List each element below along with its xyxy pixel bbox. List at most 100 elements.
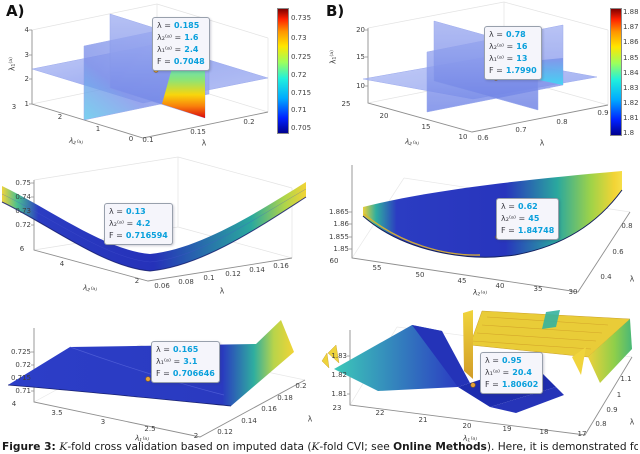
z-axis-label: λ₁⁽ᵃ⁾ [7, 56, 17, 72]
datatip-value: 1.7990 [505, 66, 537, 75]
y-tick-label: 30 [568, 288, 578, 296]
x-tick-label: 0.9 [606, 406, 618, 414]
y-tick-label: 2 [57, 113, 63, 121]
colorbar-tick-label: 1.8 [623, 129, 635, 137]
datatip-value: 4.2 [136, 219, 151, 228]
datatip-value: 2.4 [184, 45, 199, 54]
datatip-value: 0.62 [517, 202, 538, 211]
datatip-value: 45 [528, 214, 540, 223]
y-tick-label: 19 [502, 425, 512, 433]
datatip-label: λ₂⁽ᵃ⁾ = [109, 219, 134, 228]
y-tick-label: 25 [341, 100, 351, 108]
x-axis-label: λ [307, 414, 313, 424]
y-tick-label: 4 [11, 400, 17, 408]
x-tick-label: 0.2 [295, 382, 307, 390]
x-tick-label: 0.1 [142, 136, 154, 144]
datatip-value: 1.84748 [517, 226, 555, 235]
y-tick-label: 50 [415, 271, 425, 279]
y-tick-label: 2 [134, 277, 140, 285]
datatip: λ = 0.62 λ₂⁽ᵃ⁾ = 45 F = 1.84748 [496, 198, 560, 240]
plot-b-top: 20 15 10 25 20 15 10 0.6 0.7 0.8 0.9 λ₁⁽… [320, 0, 640, 150]
datatip-value: 20.4 [512, 368, 532, 377]
y-tick-label: 23 [332, 404, 342, 412]
z-tick-label: 15 [356, 53, 365, 61]
colorbar-tick-label: 1.85 [623, 54, 639, 62]
x-tick-label: 0.12 [217, 428, 233, 436]
datatip-label: F = [157, 57, 171, 66]
caption-segment: -fold CVI; see [319, 441, 394, 453]
datatip: λ = 0.95 λ₁⁽ᵃ⁾ = 20.4 F = 1.80602 [480, 352, 544, 394]
y-tick-label: 55 [372, 264, 382, 272]
datatip-value: 3.1 [183, 357, 198, 366]
x-tick-label: 0.6 [477, 134, 489, 142]
x-tick-label: 0.14 [241, 417, 257, 425]
x-tick-label: 0.9 [597, 109, 609, 117]
datatip: λ = 0.78 λ₂⁽ᵃ⁾ = 16 λ₁⁽ᵃ⁾ = 13 F = 1.7990 [484, 26, 542, 80]
colorbar-tick-label: 0.73 [291, 34, 307, 42]
z-axis-label: λ₁⁽ᵃ⁾ [328, 49, 338, 65]
caption-segment: Online Methods [393, 441, 487, 453]
y-tick-label: 0 [128, 135, 134, 143]
datatip: λ = 0.13 λ₂⁽ᵃ⁾ = 4.2 F = 0.716594 [104, 203, 173, 245]
x-tick-label: 0.8 [556, 118, 568, 126]
datatip-label: λ = [157, 21, 171, 30]
x-tick-label: 0.8 [621, 222, 633, 230]
x-tick-label: 0.16 [273, 262, 289, 270]
caption-segment: K [59, 441, 68, 453]
panel-a-label: A) [6, 2, 25, 20]
y-tick-label: 3.5 [51, 409, 63, 417]
plot-a-bottom: 0.725 0.72 0.715 0.71 4 3.5 3 2.5 2 0.12… [0, 295, 320, 445]
y-tick-label: 22 [375, 409, 385, 417]
y-tick-label: 40 [495, 282, 505, 290]
z-tick-label: 0.72 [15, 361, 31, 369]
x-tick-label: 0.14 [249, 266, 265, 274]
datatip-label: F = [109, 231, 123, 240]
x-tick-label: 0.8 [595, 420, 607, 428]
z-tick-label: 20 [356, 26, 365, 34]
surface-plot-canvas [349, 165, 631, 293]
x-axis-label: λ [629, 417, 635, 427]
y-tick-label: 6 [19, 245, 25, 253]
datatip-value: 1.80602 [501, 380, 539, 389]
plot-b-bottom: 1.83 1.82 1.81 23 22 21 20 19 18 17 0.8 … [320, 295, 640, 445]
optimum-marker [470, 382, 476, 388]
colorbar-tick-label: 1.86 [623, 38, 639, 46]
caption-segment: Figure 3: [2, 441, 60, 453]
cv-surface [2, 182, 306, 271]
z-tick-label: 0.71 [15, 387, 31, 395]
datatip-value: 0.706646 [172, 369, 215, 378]
z-tick-label: 3 [24, 51, 29, 59]
z-tick-label: 10 [356, 82, 365, 90]
cv-surface [363, 171, 622, 258]
z-tick-label: 0.75 [15, 179, 31, 187]
colorbar-tick-label: 1.82 [623, 99, 639, 107]
datatip-label: λ₂⁽ᵃ⁾ = [501, 214, 526, 223]
z-tick-label: 1.83 [331, 352, 347, 360]
z-tick-label: 0.73 [15, 207, 31, 215]
datatip-value: 0.185 [173, 21, 200, 30]
slice-plot-canvas [362, 1, 609, 133]
datatip-label: λ₂⁽ᵃ⁾ = [157, 33, 182, 42]
panel-b-label: B) [326, 2, 345, 20]
datatip-label: λ = [485, 356, 499, 365]
z-tick-label: 0.715 [10, 374, 31, 382]
datatip-value: 0.165 [172, 345, 199, 354]
y-tick-label: 18 [539, 428, 549, 436]
colorbar-tick-label: 0.715 [291, 89, 312, 97]
datatip-label: λ = [501, 202, 515, 211]
caption-segment: -fold cross validation based on imputed … [67, 441, 312, 453]
y-tick-label: 20 [462, 422, 472, 430]
right-wedge [588, 319, 632, 383]
colorbar-tick-label: 0.735 [291, 14, 312, 22]
datatip-value: 0.95 [501, 356, 522, 365]
y-tick-label: 60 [329, 257, 339, 265]
datatip-label: F = [501, 226, 515, 235]
z-tick-label: 1.86 [333, 220, 349, 228]
z-tick-label: 4 [24, 26, 29, 34]
optimum-marker [145, 376, 151, 382]
datatip-value: 0.7048 [173, 57, 205, 66]
x-tick-label: 1 [616, 391, 622, 399]
x-axis-label: λ [219, 286, 225, 296]
z-tick-label: 1 [24, 100, 29, 108]
colorbar-tick-label: 0.72 [291, 71, 307, 79]
